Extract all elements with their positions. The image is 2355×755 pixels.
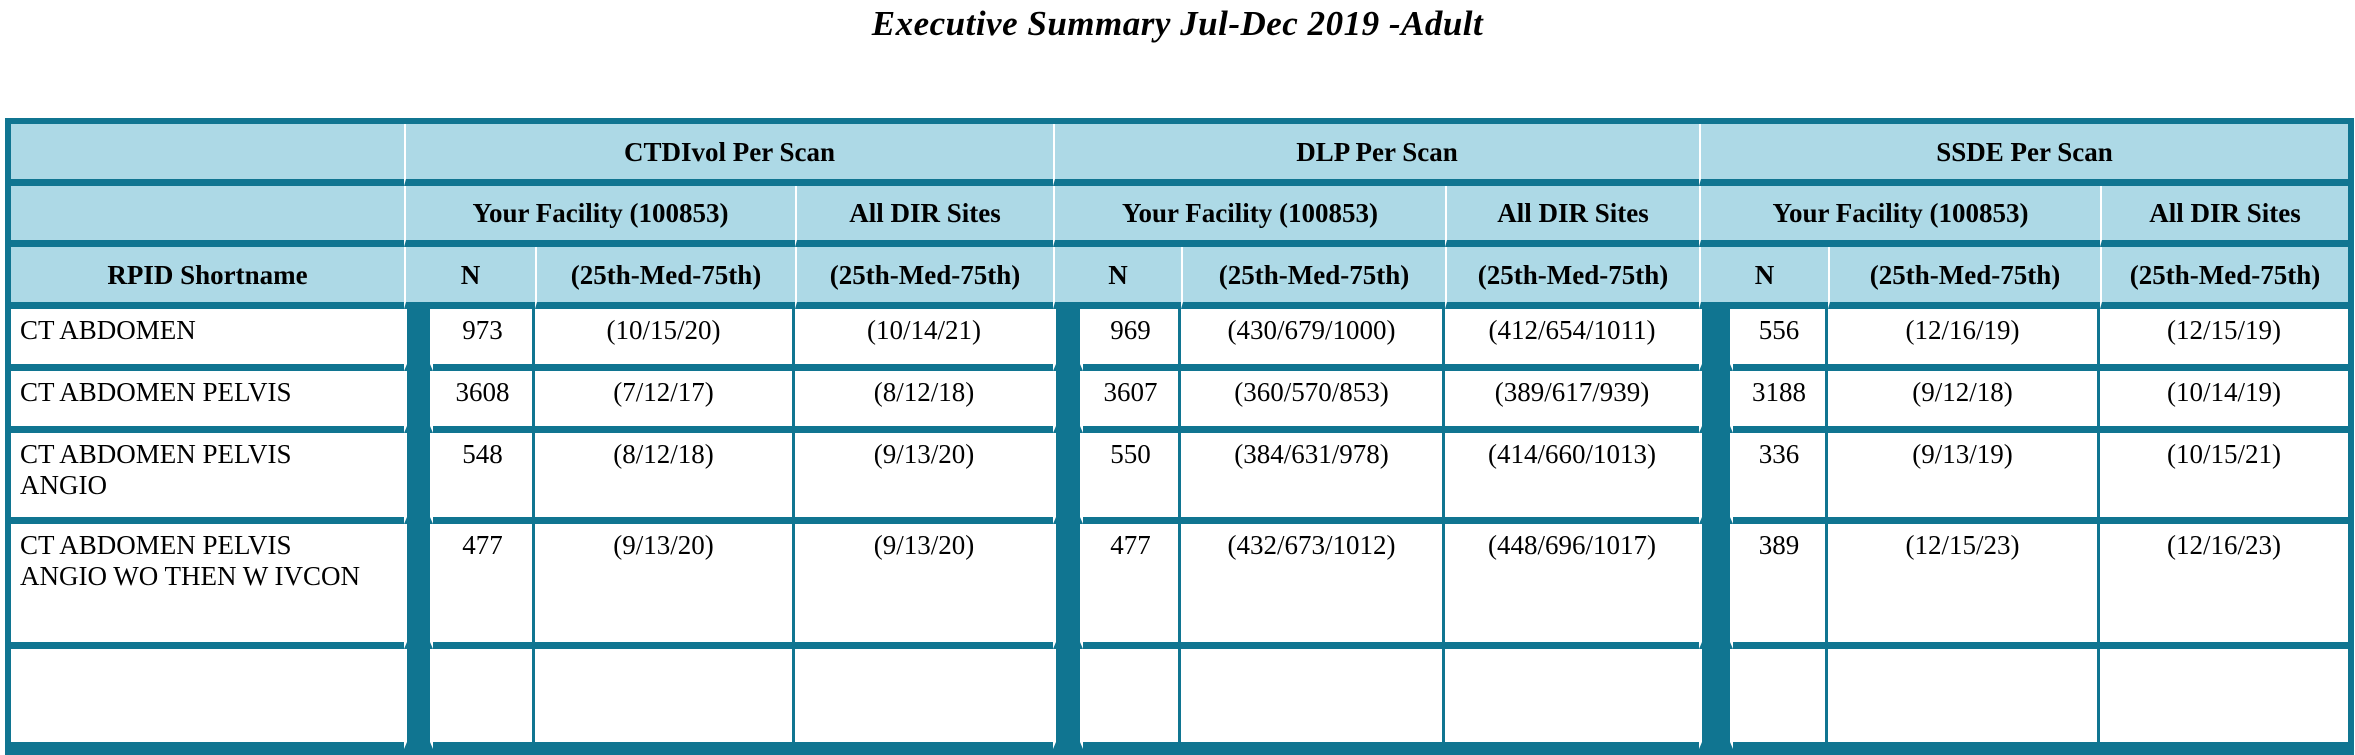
cell-ctdivol-all-quartiles: (10/14/21) xyxy=(795,309,1054,371)
cell-shortname: CT ABDOMEN PELVIS ANGIO xyxy=(11,433,404,524)
rpid-shortname-header: RPID Shortname xyxy=(11,247,404,309)
table-row: CT ABDOMEN PELVIS ANGIO WO THEN W IVCON … xyxy=(11,524,2349,649)
column-header-row: RPID Shortname N (25th-Med-75th) (25th-M… xyxy=(11,247,2349,309)
cell-ssde-facility-quartiles xyxy=(1828,649,2101,749)
cell-dlp-facility-quartiles: (360/570/853) xyxy=(1181,371,1446,433)
dlp-facility-quartile-header: (25th-Med-75th) xyxy=(1181,247,1446,309)
cell-dlp-all-quartiles: (412/654/1011) xyxy=(1445,309,1700,371)
table-row: CT ABDOMEN PELVIS ANGIO 548 (8/12/18) (9… xyxy=(11,433,2349,524)
section-separator-bar xyxy=(1699,371,1734,433)
dlp-n-header: N xyxy=(1053,247,1182,309)
cell-ctdivol-n: 548 xyxy=(433,433,535,524)
dlp-all-sites-header: All DIR Sites xyxy=(1445,186,1700,247)
cell-ssde-all-quartiles: (10/14/19) xyxy=(2100,371,2349,433)
table-row: CT ABDOMEN 973 (10/15/20) (10/14/21) 969… xyxy=(11,309,2349,371)
cell-ssde-n: 3188 xyxy=(1733,371,1829,433)
cell-dlp-n: 477 xyxy=(1083,524,1182,649)
cell-ssde-n xyxy=(1733,649,1829,749)
ssde-all-sites-header: All DIR Sites xyxy=(2100,186,2349,247)
section-separator-bar xyxy=(1053,524,1084,649)
cell-dlp-n: 550 xyxy=(1083,433,1182,524)
ssde-all-quartile-header: (25th-Med-75th) xyxy=(2100,247,2349,309)
cell-ssde-n: 556 xyxy=(1733,309,1829,371)
cell-ctdivol-n: 477 xyxy=(433,524,535,649)
ctdivol-all-quartile-header: (25th-Med-75th) xyxy=(795,247,1054,309)
ctdivol-facility-quartile-header: (25th-Med-75th) xyxy=(535,247,795,309)
cell-ctdivol-all-quartiles xyxy=(795,649,1054,749)
cell-ctdivol-facility-quartiles: (10/15/20) xyxy=(535,309,795,371)
section-separator-bar xyxy=(1699,309,1734,371)
cell-ctdivol-all-quartiles: (9/13/20) xyxy=(795,433,1054,524)
cell-shortname: CT ABDOMEN xyxy=(11,309,404,371)
cell-ctdivol-n: 973 xyxy=(433,309,535,371)
section-separator-bar xyxy=(1053,433,1084,524)
cell-ctdivol-facility-quartiles xyxy=(535,649,795,749)
cell-ssde-all-quartiles: (10/15/21) xyxy=(2100,433,2349,524)
cell-dlp-facility-quartiles: (432/673/1012) xyxy=(1181,524,1446,649)
cell-dlp-facility-quartiles xyxy=(1181,649,1446,749)
section-separator-bar xyxy=(1053,309,1084,371)
cell-ctdivol-n xyxy=(433,649,535,749)
cell-ssde-all-quartiles: (12/15/19) xyxy=(2100,309,2349,371)
corner-blank-cell xyxy=(11,124,404,186)
dlp-facility-header: Your Facility (100853) xyxy=(1053,186,1446,247)
ssde-facility-header: Your Facility (100853) xyxy=(1699,186,2101,247)
ctdivol-facility-header: Your Facility (100853) xyxy=(404,186,795,247)
cell-dlp-n: 969 xyxy=(1083,309,1182,371)
dose-summary-table: CTDIvol Per Scan DLP Per Scan SSDE Per S… xyxy=(5,118,2355,755)
cell-dlp-facility-quartiles: (384/631/978) xyxy=(1181,433,1446,524)
cell-ctdivol-facility-quartiles: (9/13/20) xyxy=(535,524,795,649)
section-header-row: CTDIvol Per Scan DLP Per Scan SSDE Per S… xyxy=(11,124,2349,186)
cell-ctdivol-facility-quartiles: (7/12/17) xyxy=(535,371,795,433)
section-separator-bar xyxy=(404,524,433,649)
section-separator-bar xyxy=(1699,433,1734,524)
section-header-dlp: DLP Per Scan xyxy=(1053,124,1700,186)
cell-dlp-all-quartiles: (448/696/1017) xyxy=(1445,524,1700,649)
cell-ctdivol-all-quartiles: (9/13/20) xyxy=(795,524,1054,649)
section-separator-bar xyxy=(404,371,433,433)
cell-dlp-facility-quartiles: (430/679/1000) xyxy=(1181,309,1446,371)
table-row-partial xyxy=(11,649,2349,749)
section-header-ctdivol: CTDIvol Per Scan xyxy=(404,124,1054,186)
cell-shortname xyxy=(11,649,404,749)
cell-dlp-all-quartiles: (389/617/939) xyxy=(1445,371,1700,433)
cell-dlp-all-quartiles: (414/660/1013) xyxy=(1445,433,1700,524)
ctdivol-n-header: N xyxy=(404,247,535,309)
section-separator-bar xyxy=(1053,371,1084,433)
section-separator-bar xyxy=(1699,524,1734,649)
cell-ctdivol-n: 3608 xyxy=(433,371,535,433)
cell-ctdivol-all-quartiles: (8/12/18) xyxy=(795,371,1054,433)
ctdivol-all-sites-header: All DIR Sites xyxy=(795,186,1054,247)
ssde-facility-quartile-header: (25th-Med-75th) xyxy=(1828,247,2101,309)
cell-ssde-facility-quartiles: (9/12/18) xyxy=(1828,371,2101,433)
cell-shortname: CT ABDOMEN PELVIS xyxy=(11,371,404,433)
blank-cell xyxy=(11,186,404,247)
cell-dlp-n xyxy=(1083,649,1182,749)
cell-ssde-facility-quartiles: (12/15/23) xyxy=(1828,524,2101,649)
cell-dlp-n: 3607 xyxy=(1083,371,1182,433)
section-separator-bar xyxy=(404,433,433,524)
section-separator-bar xyxy=(404,649,433,749)
report-page: Executive Summary Jul-Dec 2019 -Adult CT… xyxy=(5,4,2355,755)
cell-ssde-all-quartiles: (12/16/23) xyxy=(2100,524,2349,649)
section-separator-bar xyxy=(1699,649,1734,749)
facility-header-row: Your Facility (100853) All DIR Sites You… xyxy=(11,186,2349,247)
ssde-n-header: N xyxy=(1699,247,1829,309)
cell-ssde-facility-quartiles: (9/13/19) xyxy=(1828,433,2101,524)
cell-dlp-all-quartiles xyxy=(1445,649,1700,749)
cell-shortname: CT ABDOMEN PELVIS ANGIO WO THEN W IVCON xyxy=(11,524,404,649)
cell-ctdivol-facility-quartiles: (8/12/18) xyxy=(535,433,795,524)
section-separator-bar xyxy=(404,309,433,371)
page-title: Executive Summary Jul-Dec 2019 -Adult xyxy=(871,4,1484,43)
section-separator-bar xyxy=(1053,649,1084,749)
table-row: CT ABDOMEN PELVIS 3608 (7/12/17) (8/12/1… xyxy=(11,371,2349,433)
cell-ssde-n: 389 xyxy=(1733,524,1829,649)
dlp-all-quartile-header: (25th-Med-75th) xyxy=(1445,247,1700,309)
cell-ssde-facility-quartiles: (12/16/19) xyxy=(1828,309,2101,371)
cell-ssde-all-quartiles xyxy=(2100,649,2349,749)
section-header-ssde: SSDE Per Scan xyxy=(1699,124,2349,186)
cell-ssde-n: 336 xyxy=(1733,433,1829,524)
